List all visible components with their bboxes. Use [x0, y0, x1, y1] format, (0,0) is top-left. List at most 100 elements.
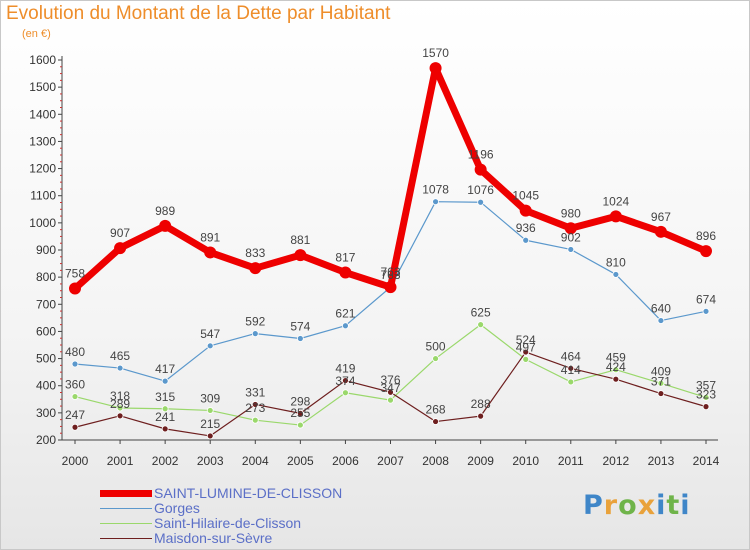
data-label: 289	[110, 397, 130, 411]
y-tick-label: 1000	[29, 216, 56, 230]
data-label: 817	[335, 251, 355, 265]
y-tick-label: 600	[36, 324, 56, 338]
data-label: 810	[606, 255, 626, 269]
chart-title: Evolution du Montant de la Dette par Hab…	[6, 3, 391, 24]
data-point	[294, 249, 307, 262]
data-label: 592	[245, 315, 265, 329]
data-point	[522, 355, 530, 363]
data-label: 621	[335, 307, 355, 321]
data-point	[296, 409, 304, 417]
data-point	[204, 246, 217, 259]
x-tick-label: 2009	[467, 454, 494, 468]
data-point	[474, 163, 487, 176]
data-label: 268	[426, 403, 446, 417]
legend: SAINT-LUMINE-DE-CLISSON Gorges Saint-Hilai…	[100, 486, 342, 546]
data-label: 465	[110, 349, 130, 363]
logo-letter: i	[656, 490, 667, 521]
logo-letter: r	[603, 490, 619, 521]
legend-label: SAINT-LUMINE-DE-CLISSON	[154, 485, 343, 501]
data-point	[206, 407, 214, 414]
data-label: 574	[290, 319, 310, 333]
data-point	[387, 388, 394, 396]
data-label: 298	[290, 394, 310, 408]
x-tick-label: 2003	[197, 454, 224, 468]
data-point	[702, 393, 710, 401]
data-point	[342, 377, 349, 384]
legend-item: Saint-Hilaire-de-Clisson	[100, 516, 342, 531]
data-point	[432, 355, 439, 362]
data-point	[384, 281, 397, 294]
data-point	[657, 390, 665, 397]
data-point	[161, 425, 169, 433]
data-point	[116, 364, 124, 372]
data-point	[477, 412, 485, 420]
data-label: 1076	[467, 183, 494, 197]
data-point	[251, 401, 259, 408]
data-point	[702, 403, 710, 411]
x-tick-label: 2008	[422, 454, 449, 468]
data-point	[567, 378, 575, 386]
data-point	[564, 222, 577, 235]
data-point	[477, 198, 485, 206]
legend-swatch	[100, 507, 152, 510]
data-label: 419	[335, 362, 355, 376]
x-tick-label: 2002	[152, 454, 179, 468]
data-point	[296, 421, 304, 429]
data-label: 288	[471, 397, 491, 411]
data-label: 1196	[468, 148, 494, 162]
data-label: 497	[516, 340, 536, 354]
legend-swatch	[100, 537, 152, 540]
data-point	[522, 348, 530, 356]
data-point	[206, 342, 214, 350]
x-tick-label: 2012	[603, 454, 630, 468]
data-label: 967	[651, 210, 671, 224]
data-point	[339, 266, 352, 279]
y-tick-label: 200	[36, 433, 56, 447]
y-tick-label: 400	[36, 379, 56, 393]
data-point	[702, 307, 710, 315]
data-label: 833	[245, 246, 265, 260]
data-label: 674	[696, 292, 716, 306]
data-label: 241	[155, 410, 175, 424]
proxiti-logo: Proxiti	[583, 490, 691, 521]
legend-item: SAINT-LUMINE-DE-CLISSON	[100, 486, 342, 501]
data-label: 424	[606, 360, 626, 374]
x-tick-label: 2004	[242, 454, 269, 468]
data-label: 1570	[422, 46, 449, 60]
x-tick-label: 2000	[62, 454, 89, 468]
data-label: 907	[110, 226, 130, 240]
data-point	[387, 396, 394, 404]
data-point	[432, 198, 439, 206]
y-tick-label: 1200	[29, 162, 56, 176]
data-point	[477, 321, 485, 329]
data-point	[342, 322, 349, 330]
data-point	[161, 405, 169, 413]
data-label: 891	[200, 230, 220, 244]
legend-swatch	[100, 490, 152, 497]
data-label: 376	[380, 373, 400, 387]
series-1	[69, 62, 712, 295]
logo-letter: o	[618, 490, 638, 521]
data-point	[69, 282, 81, 295]
y-tick-label: 800	[36, 270, 56, 284]
data-label: 255	[290, 406, 310, 420]
data-label: 1078	[422, 183, 449, 197]
data-label: 247	[65, 408, 85, 422]
data-point	[432, 418, 439, 425]
data-point	[567, 246, 575, 253]
data-label: 374	[335, 374, 355, 388]
series-4	[71, 348, 710, 440]
data-label: 758	[65, 267, 85, 281]
x-tick-label: 2011	[558, 454, 584, 468]
y-tick-label: 1600	[29, 53, 56, 67]
y-tick-label: 1400	[29, 107, 56, 121]
data-point	[654, 225, 667, 238]
data-label: 640	[651, 302, 671, 316]
y-tick-label: 500	[36, 352, 56, 366]
data-point	[251, 416, 259, 424]
data-label: 414	[561, 363, 581, 377]
data-point	[206, 432, 214, 440]
y-tick-label: 1100	[30, 189, 56, 203]
